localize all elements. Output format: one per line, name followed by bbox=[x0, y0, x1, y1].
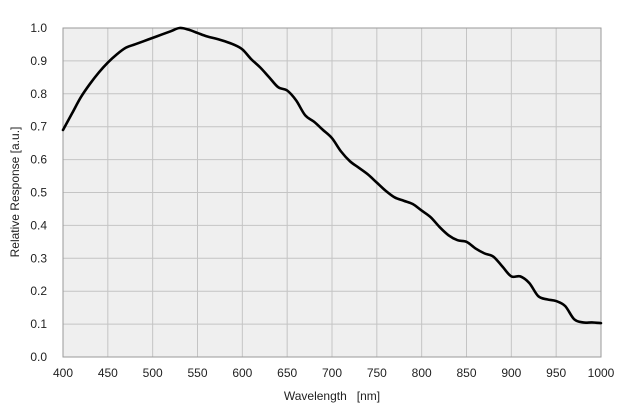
x-tick-label: 500 bbox=[143, 366, 163, 380]
x-tick-label: 700 bbox=[322, 366, 342, 380]
y-axis-label: Relative Response [a.u.] bbox=[8, 127, 22, 258]
y-axis-ticks: 0.0 0.1 0.2 0.3 0.4 0.5 0.6 0.7 0.8 0.9 1.0 bbox=[30, 21, 47, 364]
y-tick-label: 0.5 bbox=[30, 186, 47, 200]
x-tick-label: 400 bbox=[53, 366, 73, 380]
x-tick-label: 650 bbox=[277, 366, 297, 380]
y-tick-label: 0.0 bbox=[30, 350, 47, 364]
plot-frame bbox=[62, 27, 602, 358]
x-tick-label: 750 bbox=[367, 366, 387, 380]
x-tick-label: 900 bbox=[501, 366, 521, 380]
y-tick-label: 0.6 bbox=[30, 153, 47, 167]
x-axis-label: Wavelength [nm] bbox=[284, 389, 380, 403]
gridlines bbox=[62, 27, 602, 358]
y-tick-label: 0.7 bbox=[30, 120, 47, 134]
y-tick-label: 0.8 bbox=[30, 87, 47, 101]
x-tick-label: 600 bbox=[232, 366, 252, 380]
x-tick-label: 850 bbox=[456, 366, 476, 380]
y-tick-label: 0.4 bbox=[30, 218, 47, 232]
y-tick-label: 0.3 bbox=[30, 251, 47, 265]
x-axis-ticks: 400 450 500 550 600 650 700 750 800 850 900 950 1000 bbox=[53, 366, 615, 380]
y-tick-label: 0.2 bbox=[30, 284, 47, 298]
x-tick-label: 1000 bbox=[588, 366, 615, 380]
series-line bbox=[61, 26, 603, 325]
y-tick-label: 0.9 bbox=[30, 54, 47, 68]
y-tick-label: 0.1 bbox=[30, 317, 47, 331]
x-tick-label: 950 bbox=[546, 366, 566, 380]
x-tick-label: 450 bbox=[98, 366, 118, 380]
x-tick-label: 800 bbox=[412, 366, 432, 380]
y-tick-label: 1.0 bbox=[30, 21, 47, 35]
x-tick-label: 550 bbox=[187, 366, 207, 380]
